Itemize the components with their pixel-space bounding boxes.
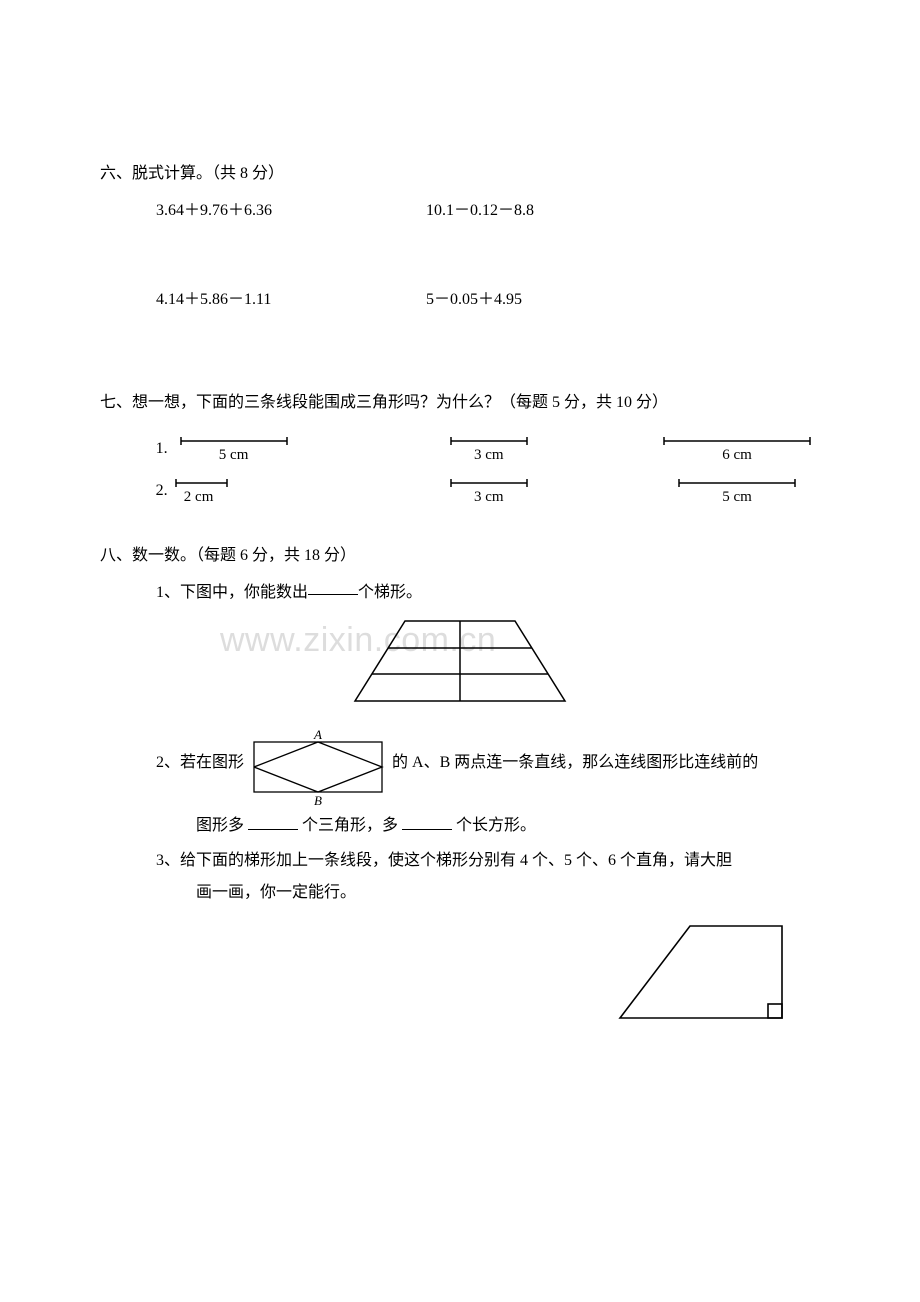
- section-8-heading: 八、数一数。（每题 6 分，共 18 分）: [100, 542, 820, 571]
- right-trapezoid-figure: [610, 918, 790, 1028]
- section-6-heading: 六、脱式计算。（共 8 分）: [100, 160, 820, 189]
- seg-2-2-label: 3 cm: [474, 489, 504, 506]
- calc-expr-2: 10.1－0.12－8.8: [426, 197, 696, 226]
- point-a-label: A: [313, 728, 322, 742]
- seg-row-1-label: 1.: [140, 435, 168, 464]
- q8-3-text-a: 给下面的梯形加上一条线段，使这个梯形分别有 4 个、5 个、6 个直角，请大胆: [180, 847, 732, 876]
- section-7-heading: 七、想一想，下面的三条线段能围成三角形吗？为什么？（每题 5 分，共 10 分）: [100, 389, 820, 418]
- seg-2-3-label: 5 cm: [722, 489, 752, 506]
- segment-icon: [179, 435, 289, 447]
- calc-expr-1: 3.64＋9.76＋6.36: [156, 197, 426, 226]
- q8-2-text-e: 个长方形。: [456, 817, 536, 834]
- q8-2-text-d: 个三角形，多: [302, 817, 398, 834]
- q8-3-text-b: 画一画，你一定能行。: [156, 879, 820, 908]
- q8-3-num: 3、: [156, 847, 180, 876]
- q8-1-text-b: 个梯形。: [358, 579, 422, 608]
- q8-2-text-c: 图形多: [196, 817, 244, 834]
- blank-input-triangle-count[interactable]: [248, 814, 298, 830]
- trapezoid-grid-figure: [345, 616, 575, 706]
- q8-2-text-b: 的 A、B 两点连一条直线，那么连线图形比连线前的: [392, 749, 758, 778]
- q8-2-text-a: 2、若在图形: [156, 749, 244, 778]
- point-b-label: B: [314, 793, 322, 806]
- segment-icon: [174, 477, 229, 489]
- segment-icon: [662, 435, 812, 447]
- q8-1-text-a: 1、下图中，你能数出: [156, 579, 308, 608]
- calc-expr-4: 5－0.05＋4.95: [426, 286, 696, 315]
- seg-1-3-label: 6 cm: [722, 447, 752, 464]
- segment-icon: [449, 435, 529, 447]
- blank-input-trapezoid-count[interactable]: [308, 579, 358, 595]
- segment-row-2: 2. 2 cm 3 cm 5 cm: [140, 470, 820, 512]
- rhombus-figure: A B: [248, 728, 388, 806]
- blank-input-rectangle-count[interactable]: [402, 814, 452, 830]
- segment-row-1: 1. 5 cm 3 cm 6 cm: [140, 428, 820, 470]
- seg-1-1-label: 5 cm: [219, 447, 249, 464]
- segment-icon: [677, 477, 797, 489]
- seg-2-1-label: 2 cm: [184, 489, 214, 506]
- calc-expr-3: 4.14＋5.86－1.11: [156, 286, 426, 315]
- seg-1-2-label: 3 cm: [474, 447, 504, 464]
- seg-row-2-label: 2.: [140, 477, 168, 506]
- segments-figure-area: 1. 5 cm 3 cm 6 cm 2. 2 cm 3 cm: [140, 428, 820, 512]
- segment-icon: [449, 477, 529, 489]
